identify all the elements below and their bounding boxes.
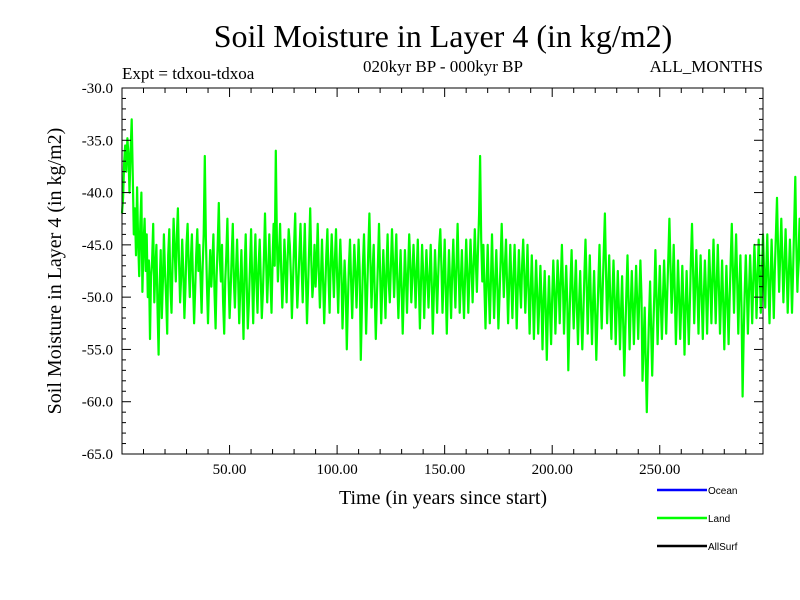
y-tick-label: -30.0 [82, 81, 113, 97]
legend-label: AllSurf [708, 542, 738, 553]
x-axis-ticks: 50.00 100.00 150.00 200.00 250.00 [143, 88, 747, 478]
x-tick-label: 150.00 [424, 462, 465, 478]
legend-item-land: Land [657, 514, 730, 525]
chart-months-label: ALL_MONTHS [650, 57, 763, 76]
y-tick-label: -55.0 [82, 342, 113, 358]
y-tick-label: -35.0 [82, 133, 113, 149]
plot-data [120, 118, 800, 414]
x-tick-label: 50.00 [213, 462, 247, 478]
chart-experiment-label: Expt = tdxou-tdxoa [122, 64, 255, 83]
legend-label: Ocean [708, 486, 737, 497]
y-tick-label: -45.0 [82, 238, 113, 254]
y-tick-label: -65.0 [82, 447, 113, 463]
series-line-land [120, 118, 800, 414]
y-axis-ticks: -30.0 -35.0 -40.0 -45.0 -50.0 -55.0 -60.0 -65.0 [82, 81, 763, 463]
y-tick-label: -60.0 [82, 395, 113, 411]
plot-frame [121, 87, 764, 455]
legend-item-allsurf: AllSurf [657, 542, 738, 553]
x-tick-label: 200.00 [532, 462, 573, 478]
chart-title: Soil Moisture in Layer 4 (in kg/m2) [214, 18, 673, 54]
legend: Ocean Land AllSurf [657, 486, 738, 553]
y-tick-label: -40.0 [82, 186, 113, 202]
x-tick-label: 250.00 [639, 462, 680, 478]
chart-period-label: 020kyr BP - 000kyr BP [363, 57, 523, 76]
x-tick-label: 100.00 [316, 462, 357, 478]
y-tick-label: -50.0 [82, 290, 113, 306]
x-axis-label: Time (in years since start) [339, 487, 547, 509]
legend-label: Land [708, 514, 730, 525]
y-axis-label: Soil Moisture in Layer 4 (in kg/m2) [44, 128, 66, 415]
legend-item-ocean: Ocean [657, 486, 737, 497]
